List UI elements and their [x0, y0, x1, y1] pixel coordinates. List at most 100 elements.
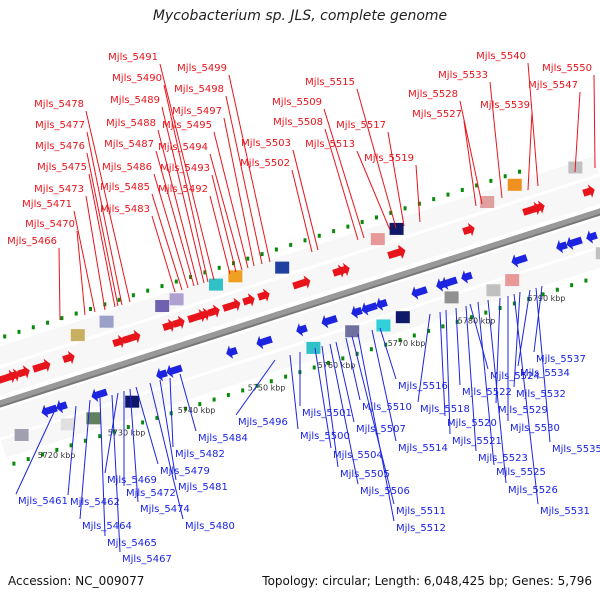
- forward-gene-label[interactable]: Mjls_5502: [240, 158, 290, 169]
- forward-gene-arrow[interactable]: [62, 350, 75, 365]
- forward-gene-arrow[interactable]: [582, 184, 595, 198]
- forward-gene-arrow[interactable]: [392, 245, 405, 259]
- forward-gene-label[interactable]: Mjls_5489: [110, 95, 160, 106]
- feature-block[interactable]: [306, 341, 321, 354]
- forward-gene-label[interactable]: Mjls_5508: [273, 117, 323, 128]
- forward-gene-label[interactable]: Mjls_5550: [542, 63, 592, 74]
- reverse-gene-arrow[interactable]: [156, 367, 168, 382]
- reverse-gene-label[interactable]: Mjls_5521: [452, 436, 502, 447]
- feature-block[interactable]: [444, 291, 459, 304]
- forward-gene-label[interactable]: Mjls_5503: [241, 138, 291, 149]
- reverse-gene-arrow[interactable]: [461, 270, 473, 284]
- forward-gene-label[interactable]: Mjls_5466: [7, 236, 57, 247]
- forward-gene-label[interactable]: Mjls_5519: [364, 153, 414, 164]
- reverse-gene-label[interactable]: Mjls_5511: [396, 506, 446, 517]
- reverse-gene-arrow[interactable]: [41, 404, 58, 418]
- feature-block[interactable]: [125, 395, 140, 408]
- feature-block[interactable]: [275, 261, 290, 274]
- reverse-gene-arrow[interactable]: [351, 305, 363, 319]
- forward-gene-label[interactable]: Mjls_5494: [158, 142, 208, 153]
- forward-gene-label[interactable]: Mjls_5471: [22, 199, 72, 210]
- forward-gene-label[interactable]: Mjls_5491: [108, 52, 158, 63]
- forward-gene-arrow[interactable]: [242, 293, 255, 307]
- reverse-gene-label[interactable]: Mjls_5461: [18, 496, 68, 507]
- reverse-gene-arrow[interactable]: [296, 323, 308, 337]
- forward-gene-label[interactable]: Mjls_5540: [476, 51, 526, 62]
- forward-gene-label[interactable]: Mjls_5498: [174, 84, 224, 95]
- forward-gene-label[interactable]: Mjls_5517: [336, 120, 386, 131]
- forward-gene-arrow[interactable]: [532, 200, 545, 214]
- reverse-gene-label[interactable]: Mjls_5462: [70, 497, 120, 508]
- feature-block[interactable]: [507, 178, 522, 191]
- forward-gene-arrow[interactable]: [112, 334, 125, 349]
- feature-block[interactable]: [595, 247, 600, 260]
- reverse-gene-arrow[interactable]: [556, 239, 568, 254]
- feature-block[interactable]: [376, 319, 391, 332]
- feature-block[interactable]: [505, 274, 520, 287]
- forward-gene-label[interactable]: Mjls_5483: [100, 204, 150, 215]
- reverse-gene-arrow[interactable]: [256, 335, 273, 350]
- forward-gene-arrow[interactable]: [122, 329, 141, 344]
- forward-gene-arrow[interactable]: [7, 368, 20, 382]
- forward-gene-label[interactable]: Mjls_5509: [272, 97, 322, 108]
- forward-gene-label[interactable]: Mjls_5490: [112, 73, 162, 84]
- forward-gene-label[interactable]: Mjls_5477: [35, 120, 85, 131]
- forward-gene-arrow[interactable]: [17, 365, 30, 379]
- forward-gene-arrow[interactable]: [337, 262, 350, 277]
- forward-gene-label[interactable]: Mjls_5533: [438, 70, 488, 81]
- feature-block[interactable]: [208, 278, 223, 291]
- reverse-gene-label[interactable]: Mjls_5484: [198, 433, 248, 444]
- reverse-gene-arrow[interactable]: [56, 399, 68, 414]
- reverse-gene-arrow[interactable]: [411, 286, 428, 300]
- forward-gene-label[interactable]: Mjls_5492: [158, 184, 208, 195]
- forward-gene-arrow[interactable]: [222, 297, 241, 312]
- forward-gene-arrow[interactable]: [197, 307, 210, 321]
- reverse-gene-label[interactable]: Mjls_5501: [302, 408, 352, 419]
- forward-gene-label[interactable]: Mjls_5515: [305, 77, 355, 88]
- forward-gene-arrow[interactable]: [162, 318, 175, 333]
- reverse-gene-label[interactable]: Mjls_5510: [362, 402, 412, 413]
- forward-gene-arrow[interactable]: [32, 358, 51, 373]
- reverse-gene-label[interactable]: Mjls_5500: [300, 431, 350, 442]
- feature-block[interactable]: [169, 293, 184, 306]
- reverse-gene-arrow[interactable]: [586, 230, 598, 244]
- reverse-gene-label[interactable]: Mjls_5512: [396, 523, 446, 534]
- feature-block[interactable]: [228, 270, 243, 283]
- reverse-gene-arrow[interactable]: [441, 276, 458, 290]
- reverse-gene-label[interactable]: Mjls_5479: [160, 466, 210, 477]
- reverse-gene-label[interactable]: Mjls_5467: [122, 554, 172, 565]
- reverse-gene-arrow[interactable]: [361, 302, 378, 316]
- forward-gene-label[interactable]: Mjls_5499: [177, 63, 227, 74]
- forward-gene-label[interactable]: Mjls_5547: [528, 80, 578, 91]
- reverse-gene-label[interactable]: Mjls_5526: [508, 485, 558, 496]
- forward-gene-arrow[interactable]: [292, 275, 311, 290]
- feature-block[interactable]: [370, 233, 385, 246]
- feature-block[interactable]: [14, 428, 29, 441]
- forward-gene-arrow[interactable]: [172, 315, 185, 329]
- reverse-gene-arrow[interactable]: [566, 236, 583, 250]
- forward-gene-arrow[interactable]: [462, 222, 475, 237]
- feature-block[interactable]: [70, 329, 85, 342]
- reverse-gene-label[interactable]: Mjls_5504: [333, 450, 383, 461]
- forward-gene-label[interactable]: Mjls_5478: [34, 99, 84, 110]
- reverse-gene-arrow[interactable]: [91, 388, 108, 402]
- feature-block[interactable]: [155, 300, 170, 313]
- forward-gene-arrow[interactable]: [257, 288, 270, 302]
- feature-block[interactable]: [395, 311, 410, 324]
- forward-gene-label[interactable]: Mjls_5488: [106, 118, 156, 129]
- reverse-gene-arrow[interactable]: [376, 297, 388, 311]
- forward-gene-label[interactable]: Mjls_5513: [305, 139, 355, 150]
- feature-block[interactable]: [99, 315, 114, 328]
- forward-gene-label[interactable]: Mjls_5475: [37, 162, 87, 173]
- reverse-gene-label[interactable]: Mjls_5516: [398, 381, 448, 392]
- reverse-gene-arrow[interactable]: [511, 254, 528, 268]
- reverse-gene-label[interactable]: Mjls_5480: [185, 521, 235, 532]
- reverse-gene-label[interactable]: Mjls_5530: [510, 423, 560, 434]
- reverse-gene-label[interactable]: Mjls_5464: [82, 521, 132, 532]
- feature-block[interactable]: [345, 325, 360, 338]
- forward-gene-label[interactable]: Mjls_5476: [35, 141, 85, 152]
- reverse-gene-label[interactable]: Mjls_5474: [140, 504, 190, 515]
- reverse-gene-label[interactable]: Mjls_5465: [107, 538, 157, 549]
- feature-block[interactable]: [486, 284, 501, 297]
